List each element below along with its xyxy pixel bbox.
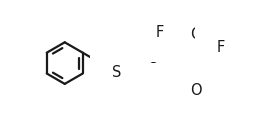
Text: F: F [155,25,164,40]
Text: F: F [217,40,225,55]
Text: F: F [151,85,160,100]
Text: O: O [190,27,202,42]
Text: S: S [112,65,121,80]
Text: O: O [190,83,202,98]
Text: F: F [173,85,181,100]
Text: F: F [133,25,141,40]
Text: S: S [192,56,201,71]
